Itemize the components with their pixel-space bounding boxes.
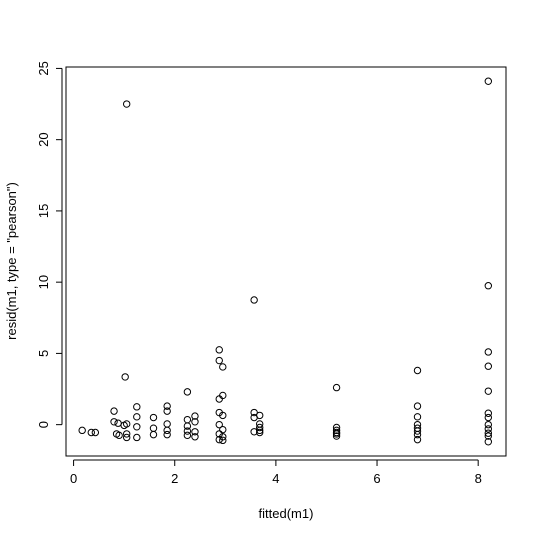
data-point [163,420,171,428]
data-point [484,348,492,356]
data-point [484,420,492,429]
y-tick-label: 25 [36,61,51,75]
data-point [484,438,492,446]
data-point [149,430,158,439]
data-point [484,432,492,440]
data-point [413,413,422,421]
data-point [484,362,492,370]
data-point [149,413,158,422]
data-point [122,420,131,428]
y-axis-label: resid(m1, type = "pearson") [4,182,19,340]
data-point [87,428,95,437]
data-point [215,346,223,354]
data-point [413,402,422,410]
data-point [122,433,131,442]
data-point [413,435,422,444]
data-point [183,388,192,396]
y-tick-label: 10 [36,275,51,289]
data-point [256,426,264,435]
data-point [215,356,223,365]
data-point [163,426,171,435]
data-point [133,413,141,421]
data-point [256,428,264,437]
data-point [115,431,123,440]
data-point [484,77,492,85]
data-point [163,430,171,439]
data-point [413,427,422,435]
data-point [191,418,199,426]
y-tick-label: 5 [36,350,51,357]
data-point [332,383,341,392]
x-axis-label: fitted(m1) [259,506,314,521]
y-axis: 0 5 10 15 20 25 [36,61,63,428]
data-point [183,422,192,430]
data-point [215,395,223,403]
data-point [191,433,199,441]
data-point [219,363,227,371]
data-point [219,411,227,420]
data-point [121,373,129,381]
data-point [191,412,199,420]
data-point [332,426,341,435]
y-tick-label: 15 [36,204,51,218]
data-point [256,411,264,420]
y-tick-label: 20 [36,132,51,146]
data-point [122,430,131,438]
data-point [413,430,422,439]
data-point [332,430,341,438]
data-point [183,415,192,424]
plot-frame [65,66,507,457]
data-point [250,296,258,304]
data-point [219,391,227,400]
data-point [215,435,223,444]
data-points [78,77,492,446]
data-point [122,100,131,108]
data-point [219,436,227,445]
x-tick-label: 4 [272,471,279,486]
data-point [163,402,171,410]
x-tick-label: 2 [171,471,178,486]
data-point [484,409,492,417]
data-point [133,403,141,411]
data-point [256,423,264,432]
data-point [484,387,492,395]
data-point [250,428,258,436]
data-point [110,418,118,426]
data-point [413,366,422,375]
x-axis: 0 2 4 6 8 [70,459,482,486]
data-point [78,426,86,435]
x-tick-label: 0 [70,471,77,486]
data-point [183,431,192,440]
data-point [191,428,199,436]
data-point [91,428,100,437]
data-point [484,413,492,422]
data-point [114,419,122,427]
data-point [219,425,227,434]
x-tick-label: 8 [475,471,482,486]
x-tick-label: 6 [373,471,380,486]
data-point [133,423,141,431]
data-point [183,427,192,435]
data-point [484,282,492,290]
data-point [133,433,141,442]
data-point [332,432,341,440]
data-point [110,407,118,415]
data-point [215,420,223,429]
data-point [149,424,158,432]
data-point [484,425,492,433]
data-point [484,429,492,437]
data-point [163,407,171,415]
y-tick-label: 0 [36,421,51,428]
data-point [250,408,258,417]
